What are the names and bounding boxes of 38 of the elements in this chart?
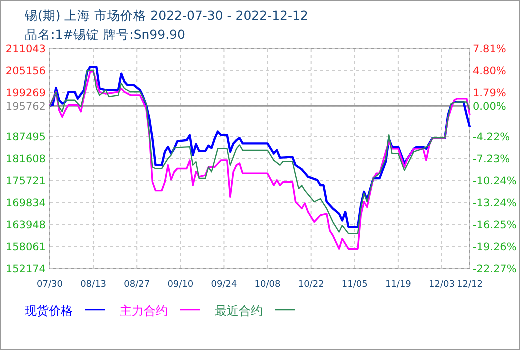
chart-title: 锡(期) 上海 市场价格 2022-07-30 - 2022-12-12: [24, 8, 308, 23]
y-tick-label: 205156: [6, 66, 46, 78]
y2-tick-label: -13.24%: [473, 198, 517, 210]
y-tick-label: 175721: [6, 176, 46, 188]
x-tick-label: 08/13: [80, 280, 107, 290]
y2-tick-label: 1.79%: [473, 88, 506, 100]
y2-tick-label: -22.27%: [473, 264, 517, 276]
y2-tick-label: 7.81%: [473, 44, 506, 56]
x-tick-label: 09/10: [168, 280, 194, 290]
y2-tick-label: 4.80%: [473, 66, 506, 78]
x-tick-label: 09/24: [211, 280, 238, 290]
legend-label: 现货价格: [25, 304, 73, 318]
x-tick-label: 07/30: [37, 280, 64, 290]
x-tick-label: 10/22: [298, 280, 324, 290]
y2-tick-label: -19.26%: [473, 242, 517, 254]
y-tick-label: 169834: [6, 198, 46, 210]
y2-tick-label: -4.22%: [473, 132, 510, 144]
x-tick-label: 12/03: [429, 280, 455, 290]
y-tick-label: 195762: [6, 100, 46, 113]
y2-tick-label: -16.25%: [473, 220, 517, 232]
x-tick-label: 11/05: [342, 280, 368, 290]
chart-subtitle: 品名:1#锡锭 牌号:Sn99.90: [25, 27, 186, 42]
x-tick-label: 12/12: [457, 280, 483, 290]
y2-tick-label: 0.00%: [473, 100, 506, 113]
x-tick-label: 11/19: [385, 280, 412, 290]
y-tick-label: 181608: [6, 154, 46, 166]
y-tick-label: 211043: [6, 44, 46, 56]
legend-label: 最近合约: [215, 304, 263, 318]
y2-tick-label: -10.24%: [473, 176, 517, 188]
x-tick-label: 10/08: [254, 280, 282, 290]
legend-label: 主力合约: [120, 304, 168, 318]
x-tick-label: 08/27: [124, 280, 150, 290]
y-tick-label: 158061: [6, 242, 46, 254]
y-tick-label: 187495: [6, 132, 46, 144]
y-tick-label: 163948: [6, 220, 46, 232]
y-tick-label: 199269: [6, 88, 46, 100]
y2-tick-label: -7.23%: [473, 154, 510, 166]
y-tick-label: 152174: [6, 264, 46, 276]
